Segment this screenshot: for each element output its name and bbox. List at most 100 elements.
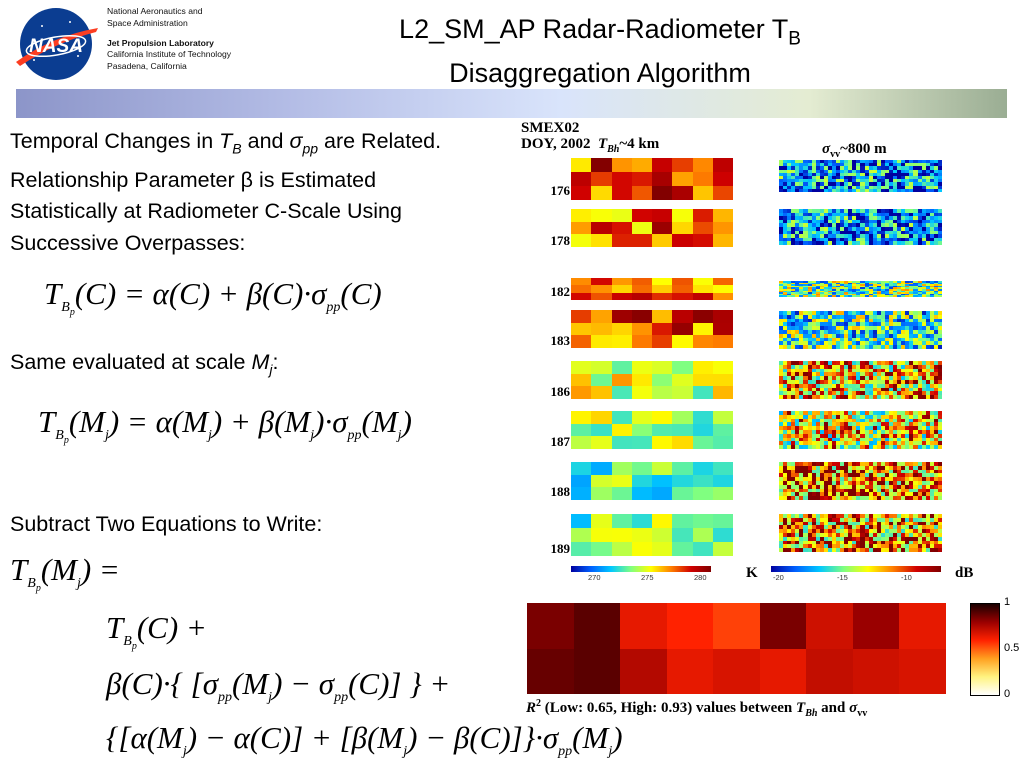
heatmap-cell <box>803 383 808 388</box>
heatmap-cell <box>889 372 894 377</box>
heatmap-cell <box>836 216 841 220</box>
heatmap-cell <box>827 185 832 189</box>
heatmap-cell <box>921 484 926 489</box>
heatmap-cell <box>827 441 832 446</box>
heatmap-cell <box>815 282 820 285</box>
heatmap-cell <box>827 525 832 530</box>
heatmap-cell <box>815 314 820 319</box>
heatmap-cell <box>795 445 800 449</box>
heatmap-cell <box>909 182 914 186</box>
heatmap-cell <box>712 335 733 348</box>
heatmap-cell <box>811 341 816 346</box>
heatmap-cell <box>937 293 942 296</box>
heatmap-cell <box>836 292 841 294</box>
heatmap-cell <box>791 395 796 399</box>
heatmap-cell <box>860 293 865 296</box>
heatmap-cell <box>929 532 934 537</box>
heatmap-cell <box>933 293 938 296</box>
heatmap-cell <box>876 281 881 283</box>
heatmap-cell <box>864 212 869 217</box>
heatmap-cell <box>905 477 910 481</box>
heatmap-cell <box>893 182 898 186</box>
heatmap-cell <box>889 368 894 373</box>
heatmap-cell <box>893 282 898 285</box>
heatmap-cell <box>795 326 800 330</box>
heatmap-cell <box>803 488 808 493</box>
heatmap-cell <box>913 318 918 323</box>
heatmap-cell <box>815 226 820 231</box>
heatmap-cell <box>925 517 930 522</box>
heatmap-cell <box>909 326 914 330</box>
heatmap-cell <box>856 488 861 493</box>
heatmap-cell <box>860 492 865 497</box>
heatmap-cell <box>884 496 890 500</box>
heatmap-cell <box>864 480 869 485</box>
heatmap-cell <box>889 289 894 291</box>
heatmap-cell <box>811 488 816 493</box>
heatmap-cell <box>848 391 853 396</box>
heatmap-cell <box>791 223 796 227</box>
heatmap-cell <box>844 188 849 192</box>
heatmap-cell <box>933 536 938 541</box>
heatmap-cell <box>913 176 918 180</box>
heatmap-cell <box>921 169 926 173</box>
heatmap-cell <box>807 166 812 170</box>
heatmap-cell <box>795 488 800 493</box>
heatmap-cell <box>864 188 869 192</box>
heatmap-cell <box>848 219 853 224</box>
heatmap-cell <box>795 322 800 327</box>
heatmap-cell <box>779 166 784 170</box>
heatmap-cell <box>819 395 824 399</box>
heatmap-cell <box>901 287 906 289</box>
heatmap-cell <box>937 314 942 319</box>
heatmap-cell <box>823 179 828 183</box>
heatmap-cell <box>917 166 922 170</box>
heatmap-cell <box>893 532 898 537</box>
heatmap-cell <box>791 326 796 330</box>
heatmap-cell <box>929 219 934 224</box>
heatmap-cell <box>803 473 808 478</box>
heatmap-cell <box>880 230 885 235</box>
heatmap-cell <box>807 188 812 192</box>
heatmap-cell <box>929 169 934 173</box>
heatmap-cell <box>791 548 796 552</box>
heatmap-cell <box>811 160 816 164</box>
heatmap-cell <box>787 311 792 315</box>
heatmap-cell <box>933 216 938 220</box>
heatmap-cell <box>893 488 898 493</box>
heatmap-cell <box>921 234 926 238</box>
heatmap-cell <box>933 282 938 285</box>
heatmap-cell <box>925 188 930 192</box>
heatmap-cell <box>783 445 788 449</box>
r2-cell <box>899 603 946 649</box>
heatmap-cell <box>852 284 857 286</box>
heatmap-cell <box>913 361 918 365</box>
heatmap-cell <box>803 462 808 466</box>
heatmap-cell <box>807 414 812 419</box>
heatmap-cell <box>901 488 906 493</box>
heatmap-cell <box>811 179 816 183</box>
heatmap-cell <box>787 514 792 518</box>
heatmap-cell <box>852 361 857 365</box>
heatmap-cell <box>827 341 832 346</box>
heatmap-cell <box>921 469 926 474</box>
heatmap-cell <box>917 376 922 380</box>
heatmap-cell <box>844 488 849 493</box>
heatmap-cell <box>876 437 881 442</box>
heatmap-cell <box>872 376 877 380</box>
heatmap-cell <box>811 368 816 373</box>
heatmap-cell <box>779 364 784 369</box>
heatmap-cell <box>880 480 885 485</box>
heatmap-cell <box>884 387 890 392</box>
heatmap-cell <box>868 209 873 213</box>
heatmap-cell <box>836 341 841 346</box>
heatmap-cell <box>631 234 652 247</box>
heatmap-cell <box>905 383 910 388</box>
heatmap-cell <box>880 536 885 541</box>
heatmap-cell <box>823 437 828 442</box>
heatmap-cell <box>893 521 898 526</box>
heatmap-cell <box>880 284 885 286</box>
heatmap-cell <box>872 540 877 545</box>
heatmap-cell <box>929 223 934 227</box>
heatmap-cell <box>672 361 693 374</box>
